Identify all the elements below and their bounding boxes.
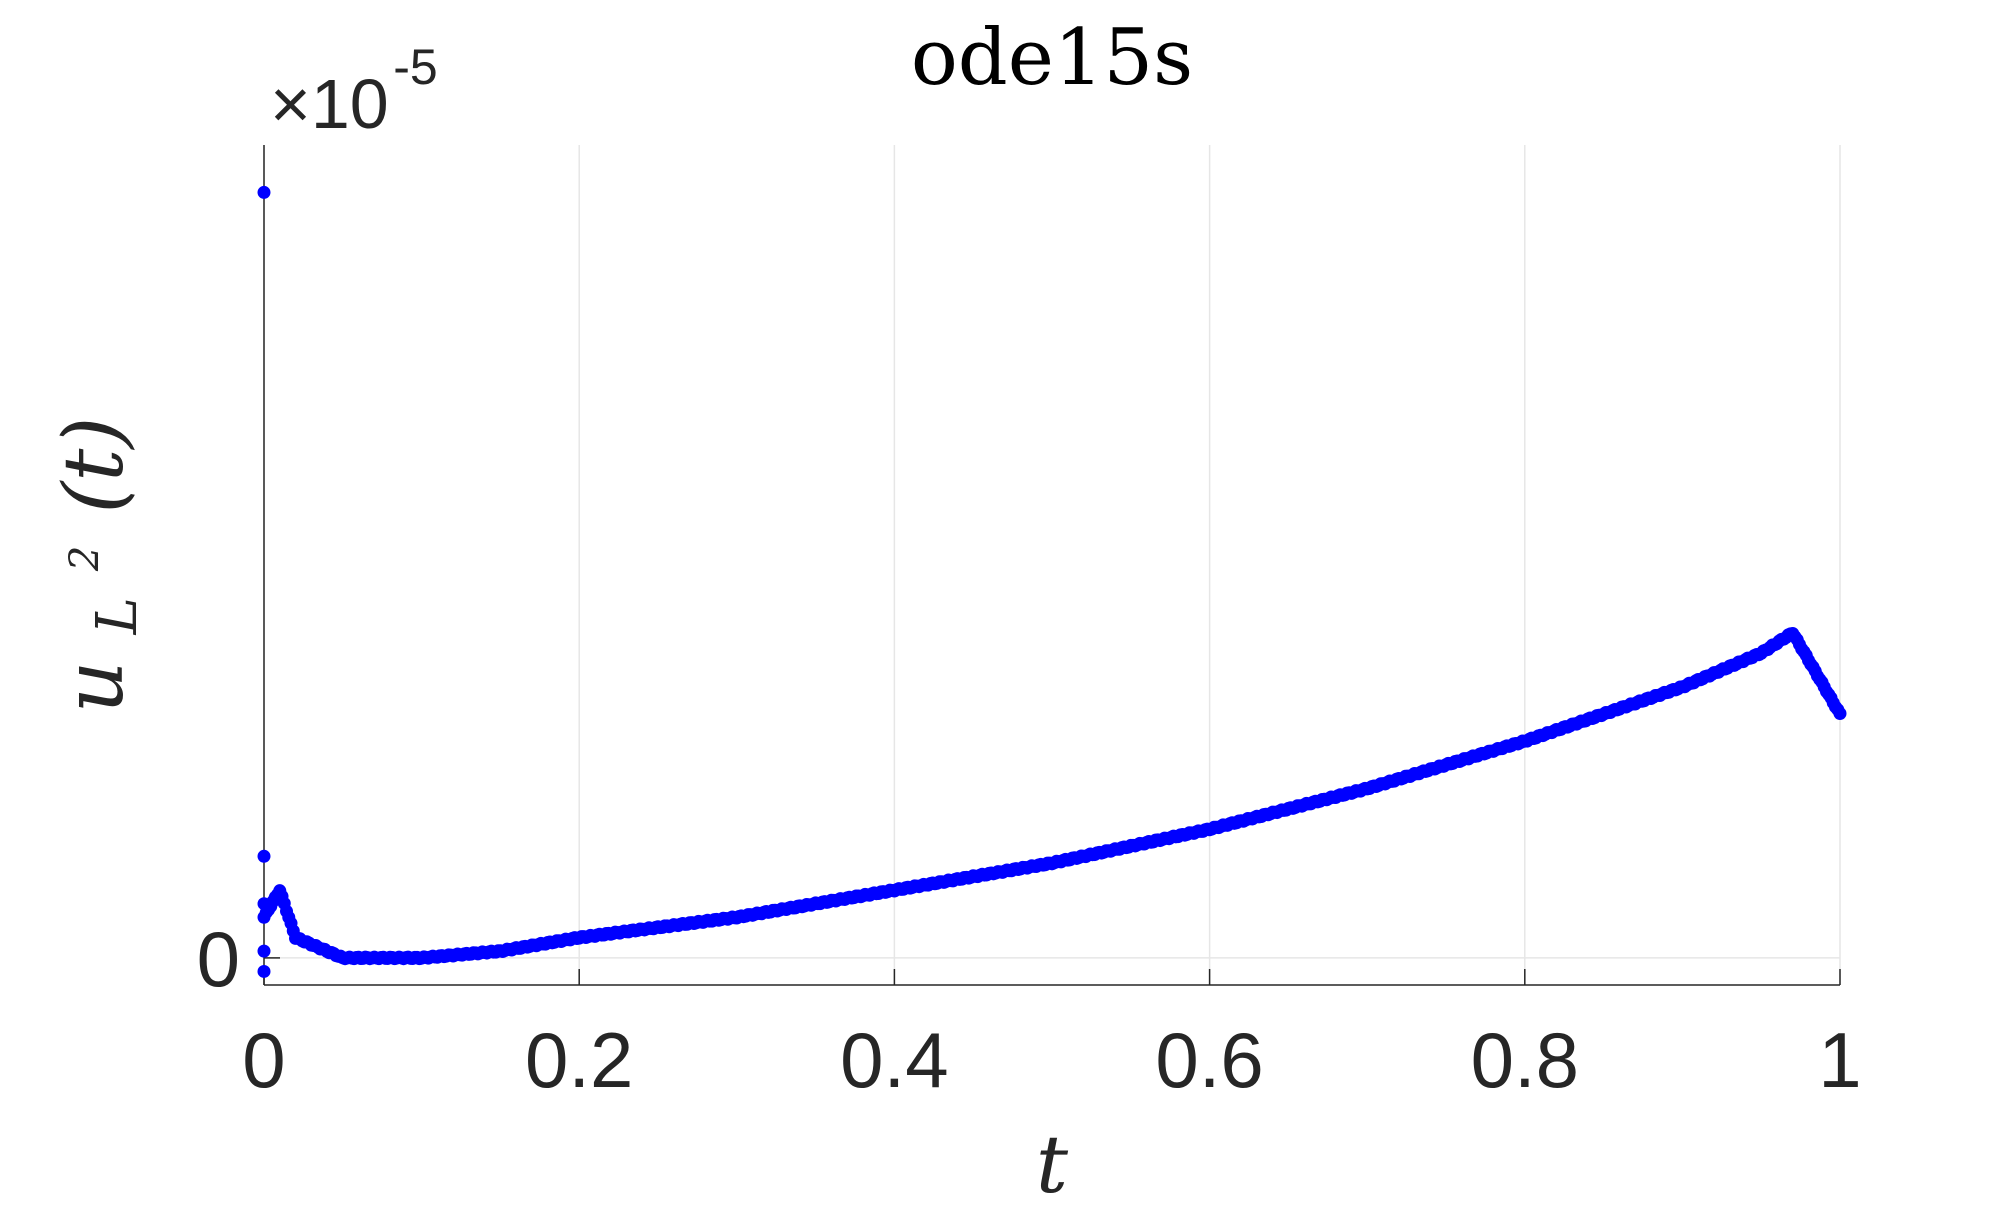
y-axis-label-sup: 2	[62, 546, 108, 572]
data-point	[257, 185, 271, 199]
data-point	[257, 964, 271, 978]
x-tick-label: 0.4	[840, 1016, 948, 1104]
y-axis-label-arg: (t)	[47, 417, 142, 514]
x-tick-label: 1	[1818, 1016, 1861, 1104]
axes	[263, 145, 1840, 986]
svg-text:u L 2 (t): u L 2 (t)	[23, 417, 156, 714]
data-point	[257, 897, 271, 911]
x-tick-label: 0.6	[1155, 1016, 1263, 1104]
x-axis-label: t	[1036, 1118, 1069, 1211]
data-point	[257, 944, 271, 958]
y-axis-ticks: 0510	[197, 915, 280, 1003]
y-exponent-power: -5	[393, 39, 437, 95]
plot-area	[264, 145, 1840, 985]
x-tick-label: 0.8	[1471, 1016, 1579, 1104]
y-exponent: ×10 -5	[270, 39, 438, 143]
data-point	[1833, 707, 1847, 721]
data-point	[257, 849, 271, 863]
y-axis-label-sub: L	[85, 597, 150, 635]
y-axis-label: u L 2 (t)	[23, 417, 156, 714]
y-axis-label-base: u	[47, 661, 142, 714]
chart-title: ode15s	[911, 13, 1193, 103]
x-tick-label: 0	[242, 1016, 285, 1104]
y-exponent-prefix: ×10	[270, 65, 389, 143]
x-tick-label: 0.2	[525, 1016, 633, 1104]
y-tick-label: 0	[197, 915, 240, 1003]
x-axis-ticks: 0 0.2 0.4 0.6 0.8 1	[242, 969, 1862, 1104]
data-series	[257, 185, 1847, 978]
